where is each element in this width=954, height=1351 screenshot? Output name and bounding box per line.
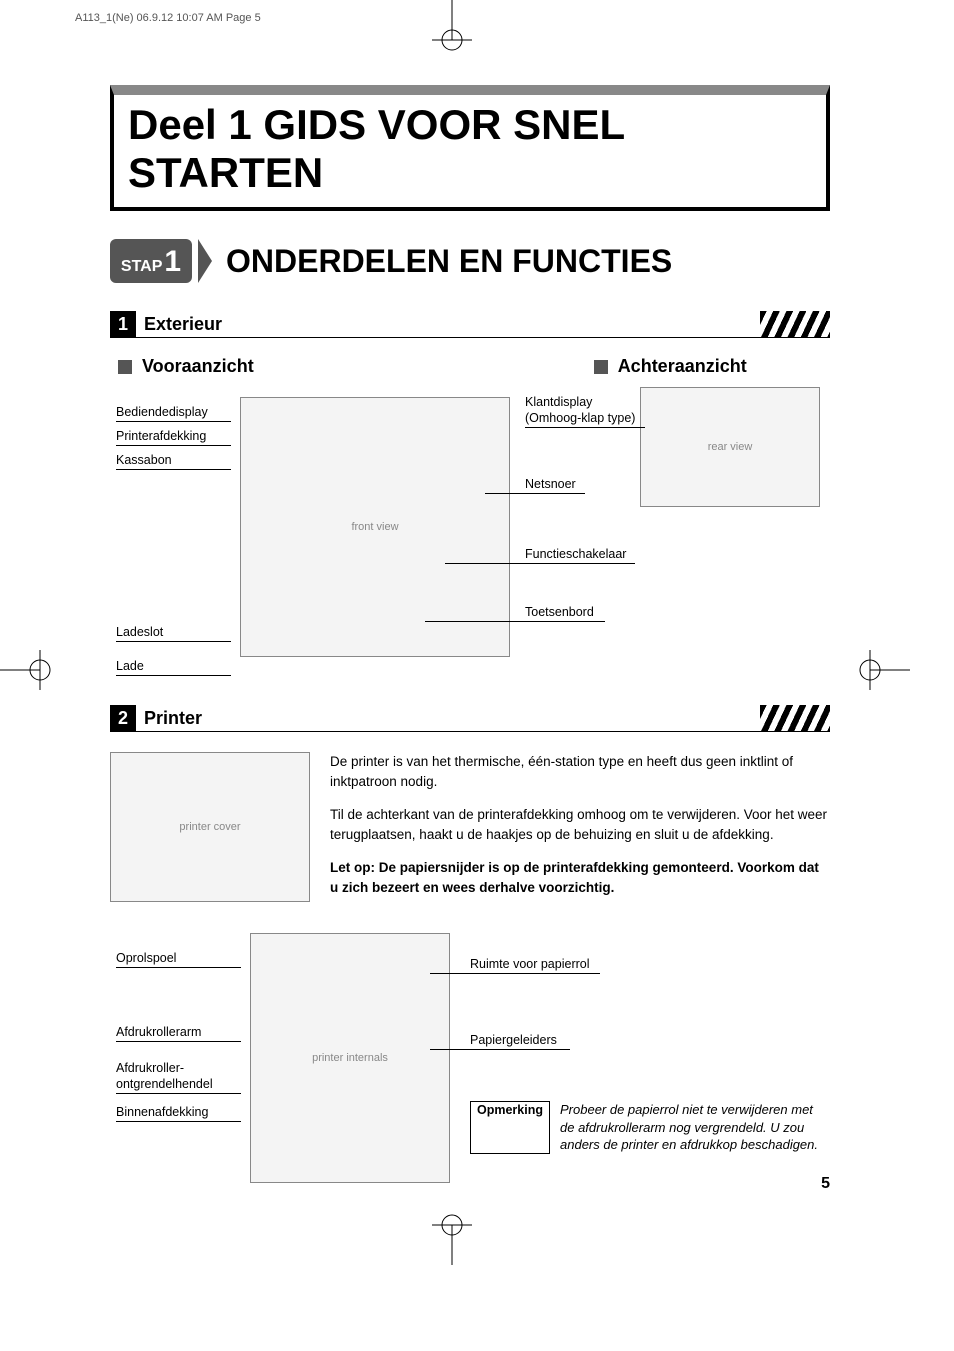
rear-view-image: rear view	[640, 387, 820, 507]
label-netsnoer: Netsnoer	[525, 477, 576, 493]
section-1-bar: 1 Exterieur	[110, 311, 830, 338]
section-1-num: 1	[110, 311, 136, 337]
printer-text-block: De printer is van het thermische, één-st…	[330, 752, 830, 911]
crop-mark-left	[0, 650, 55, 690]
crop-mark-bottom	[432, 1210, 472, 1265]
printer-section: printer cover De printer is van het ther…	[110, 752, 830, 911]
step-title: ONDERDELEN EN FUNCTIES	[226, 243, 672, 280]
printer-internal-image: printer internals	[250, 933, 450, 1183]
printer-p1: De printer is van het thermische, één-st…	[330, 752, 830, 791]
label-toetsenbord: Toetsenbord	[525, 605, 594, 621]
label-lade: Lade	[116, 659, 144, 675]
label-ladeslot: Ladeslot	[116, 625, 163, 641]
printer-warning: Let op: De papiersnijder is op de printe…	[330, 858, 830, 897]
crop-mark-top	[432, 0, 472, 55]
section-stripes-icon	[760, 311, 830, 337]
exterior-subheads: Vooraanzicht Achteraanzicht	[110, 356, 830, 377]
step-badge: STAP 1	[110, 239, 192, 283]
subhead-rear: Achteraanzicht	[594, 356, 747, 377]
subhead-rear-label: Achteraanzicht	[618, 356, 747, 377]
printer-p2: Til de achterkant van de printerafdekkin…	[330, 805, 830, 844]
page-number: 5	[821, 1175, 830, 1193]
label-oprolspoel: Oprolspoel	[116, 951, 176, 967]
label-bediendedisplay: Bediendedisplay	[116, 405, 208, 421]
note-label-box: Opmerking	[470, 1101, 550, 1154]
section-2-label: Printer	[144, 708, 202, 729]
note-text: Probeer de papierrol niet te verwijderen…	[560, 1101, 830, 1154]
bullet-icon	[118, 360, 132, 374]
label-afdrukrollerarm: Afdrukrollerarm	[116, 1025, 201, 1041]
printer-cover-image: printer cover	[110, 752, 310, 902]
label-ontgrendelhendel: Afdrukroller-ontgrendelhendel	[116, 1061, 213, 1092]
front-view-image: front view	[240, 397, 510, 657]
label-functieschakelaar: Functieschakelaar	[525, 547, 626, 563]
label-ruimte-papierrol: Ruimte voor papierrol	[470, 957, 590, 973]
label-klantdisplay: Klantdisplay(Omhoog-klap type)	[525, 395, 635, 426]
step-arrow-icon	[198, 239, 212, 283]
subhead-front: Vooraanzicht	[118, 356, 254, 377]
section-stripes-icon	[760, 705, 830, 731]
section-2-bar: 2 Printer	[110, 705, 830, 732]
step-badge-num: 1	[164, 245, 181, 279]
part-title-box: Deel 1 GIDS VOOR SNEL STARTEN	[110, 85, 830, 211]
bullet-icon	[594, 360, 608, 374]
section-2-num: 2	[110, 705, 136, 731]
label-binnenafdekking: Binnenafdekking	[116, 1105, 208, 1121]
step-heading: STAP 1 ONDERDELEN EN FUNCTIES	[110, 239, 830, 283]
label-papiergeleiders: Papiergeleiders	[470, 1033, 557, 1049]
page-content: Deel 1 GIDS VOOR SNEL STARTEN STAP 1 OND…	[110, 85, 830, 1193]
printer-internal-diagram: printer internals Oprolspoel Afdrukrolle…	[110, 933, 830, 1193]
part-title: Deel 1 GIDS VOOR SNEL STARTEN	[128, 101, 812, 197]
opmerking-block: Opmerking Probeer de papierrol niet te v…	[470, 1101, 830, 1154]
step-badge-word: STAP	[121, 258, 162, 276]
crop-mark-right	[855, 650, 910, 690]
label-printerafdekking: Printerafdekking	[116, 429, 206, 445]
exterior-diagram: front view rear view Bediendedisplay Pri…	[110, 377, 830, 687]
crop-header-text: A113_1(Ne) 06.9.12 10:07 AM Page 5	[75, 12, 261, 24]
section-1-label: Exterieur	[144, 314, 222, 335]
label-kassabon: Kassabon	[116, 453, 172, 469]
subhead-front-label: Vooraanzicht	[142, 356, 254, 377]
